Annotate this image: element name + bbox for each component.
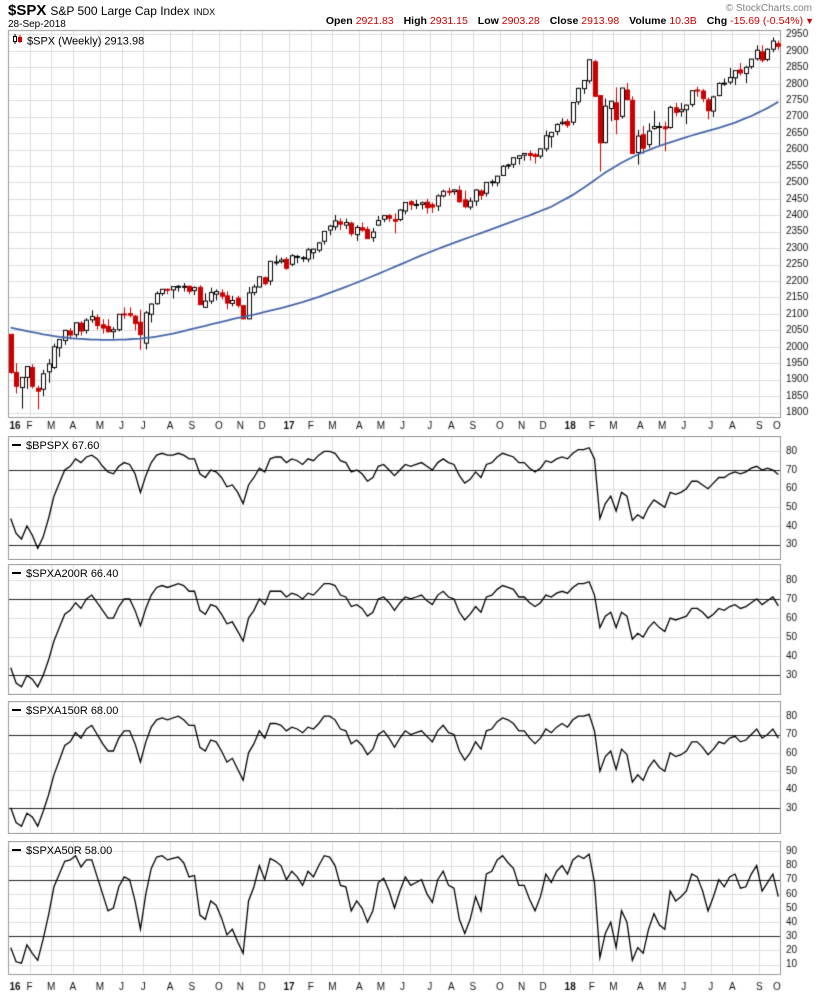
- bpspx-legend-label: $BPSPX 67.60: [26, 440, 100, 452]
- low-label: Low: [477, 15, 499, 27]
- high-label: High: [403, 15, 427, 27]
- line-color-swatch: [12, 444, 21, 447]
- spxa200r-legend: $SPXA200R 66.40: [12, 568, 118, 580]
- chg-value: -15.69 (-0.54%): [730, 15, 804, 27]
- low-value: 2903.28: [501, 15, 540, 27]
- spxa50r-legend: $SPXA50R 58.00: [12, 845, 112, 857]
- bpspx-indicator-panel: [0, 436, 820, 560]
- high-value: 2931.15: [429, 15, 468, 27]
- exchange-label: INDX: [193, 7, 216, 17]
- down-triangle-icon: ▼: [805, 16, 814, 26]
- close-label: Close: [549, 15, 579, 27]
- close-value: 2913.98: [581, 15, 620, 27]
- header-title-line: $SPX S&P 500 Large Cap Index INDX: [8, 2, 215, 20]
- spxa50r-indicator-panel: [0, 841, 820, 998]
- spxa150r-indicator-panel: [0, 701, 820, 834]
- quote-line: Open 2921.83 High 2931.15 Low 2903.28 Close…: [319, 15, 814, 27]
- spxa50r-legend-label: $SPXA50R 58.00: [26, 845, 113, 857]
- line-color-swatch: [12, 572, 21, 575]
- spxa150r-legend-label: $SPXA150R 68.00: [26, 705, 119, 717]
- symbol: $SPX: [8, 2, 47, 19]
- main-legend-label: $SPX (Weekly) 2913.98: [27, 35, 145, 48]
- line-color-swatch: [12, 849, 21, 852]
- candlestick-icon: [12, 33, 23, 48]
- bpspx-legend: $BPSPX 67.60: [12, 440, 99, 452]
- copyright: © StockCharts.com: [725, 3, 812, 14]
- volume-value: 10.3B: [669, 15, 697, 27]
- open-value: 2921.83: [355, 15, 394, 27]
- volume-label: Volume: [629, 15, 667, 27]
- open-label: Open: [325, 15, 353, 27]
- spxa200r-legend-label: $SPXA200R 66.40: [26, 568, 119, 580]
- chg-label: Chg: [706, 15, 728, 27]
- spxa200r-indicator-panel: [0, 564, 820, 695]
- quote-date: 28-Sep-2018: [8, 19, 66, 30]
- line-color-swatch: [12, 709, 21, 712]
- spxa150r-legend: $SPXA150R 68.00: [12, 705, 118, 717]
- main-price-chart: [0, 28, 820, 434]
- main-chart-legend: $SPX (Weekly) 2913.98: [12, 34, 144, 49]
- index-name: S&P 500 Large Cap Index: [50, 4, 190, 18]
